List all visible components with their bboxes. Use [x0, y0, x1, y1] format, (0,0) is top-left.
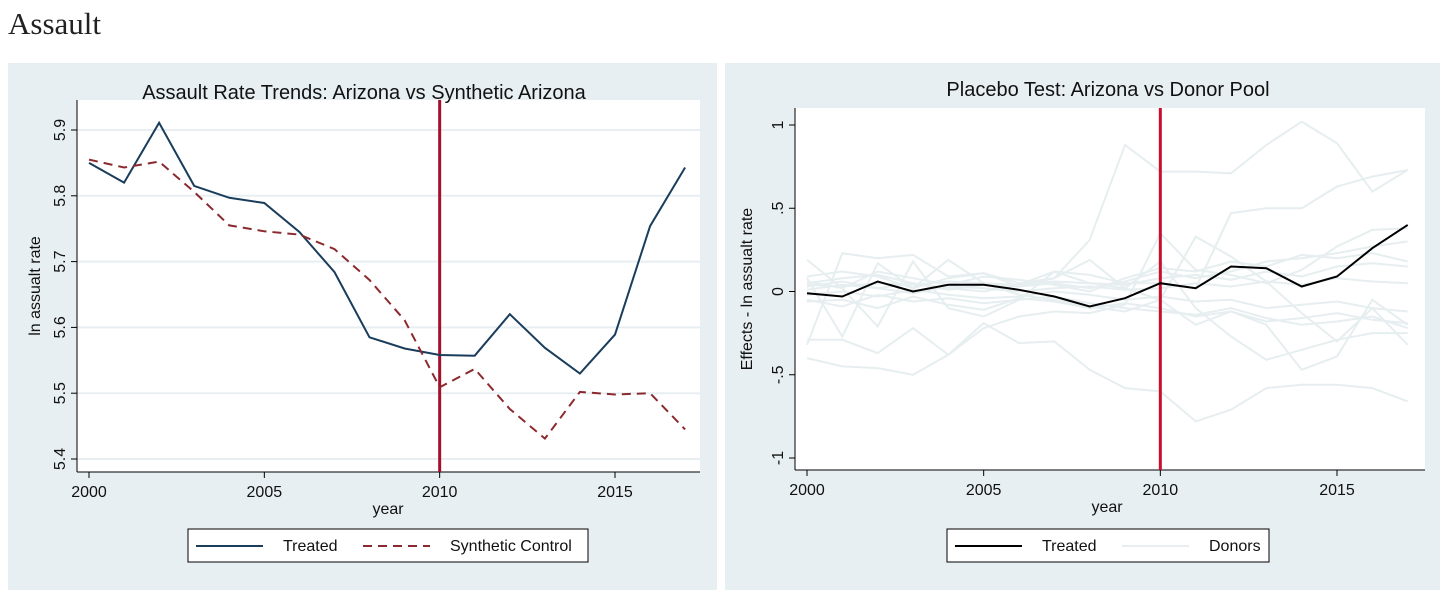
legend: Treated Synthetic Control: [187, 528, 589, 563]
y-tick-label: 1: [770, 120, 787, 129]
y-axis-label: ln assualt rate: [27, 236, 44, 336]
series-line-treated: [88, 120, 686, 375]
y-tick-label: -1: [770, 451, 787, 465]
y-tick-label: 5.6: [52, 316, 69, 338]
legend-label: Treated: [283, 538, 338, 555]
y-tick-label: 5.7: [52, 250, 69, 272]
series-line-treated: [806, 224, 1409, 308]
donor-line: [806, 293, 1409, 330]
y-tick-label: 5.8: [52, 185, 69, 207]
donor-line: [806, 288, 1408, 313]
x-tick-label: 2005: [966, 482, 1002, 499]
y-tick-label: 0: [770, 287, 787, 296]
x-tick-label: 2015: [597, 484, 633, 501]
y-axis-label: Effects - ln assualt rate: [739, 208, 756, 371]
x-axis-label: year: [372, 501, 404, 518]
chart-title: Placebo Test: Arizona vs Donor Pool: [946, 79, 1269, 101]
chart-1: Placebo Test: Arizona vs Donor Pool -1 -.5…: [725, 63, 1440, 590]
chart-0: Assault Rate Trends: Arizona vs Syntheti…: [8, 63, 717, 590]
y-tick-label: 5.4: [52, 448, 69, 470]
y-tick-label: .5: [770, 201, 787, 214]
legend: Treated Donors: [946, 528, 1270, 563]
donor-line: [806, 277, 1408, 295]
x-tick-label: 2000: [71, 484, 107, 501]
donor-line: [806, 169, 1408, 293]
y-tick-label: -.5: [770, 365, 787, 384]
donor-line: [806, 321, 1409, 423]
x-tick-label: 2000: [789, 482, 825, 499]
legend-label: Synthetic Control: [450, 538, 572, 555]
donor-line: [806, 252, 1408, 293]
x-tick-label: 2010: [1143, 482, 1179, 499]
plot-area: [77, 100, 700, 472]
series-line-synthetic-control: [88, 158, 686, 441]
x-tick-label: 2005: [247, 484, 283, 501]
x-tick-label: 2010: [422, 484, 458, 501]
chart-title: Assault Rate Trends: Arizona vs Syntheti…: [142, 82, 586, 104]
y-tick-label: 5.5: [52, 382, 69, 404]
page-title: Assault: [8, 6, 101, 41]
legend-label: Treated: [1042, 538, 1097, 555]
legend-label: Donors: [1209, 538, 1261, 555]
x-tick-label: 2015: [1319, 482, 1355, 499]
x-axis-label: year: [1091, 499, 1123, 516]
y-tick-label: 5.9: [52, 119, 69, 141]
